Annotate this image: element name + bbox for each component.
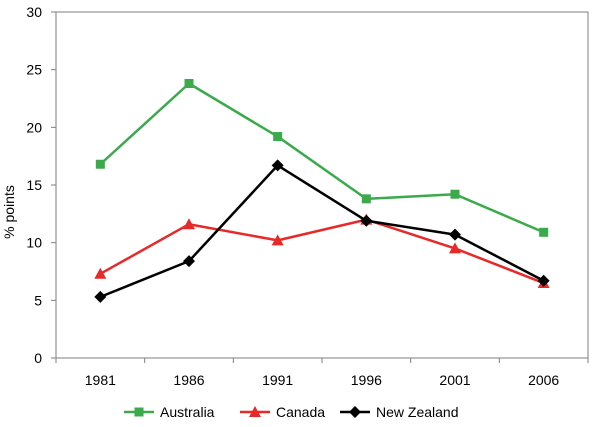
y-tick-label: 25: [26, 62, 42, 78]
data-point-new-zealand: [271, 159, 284, 172]
data-point-australia: [95, 159, 105, 169]
data-point-new-zealand: [449, 228, 461, 241]
data-point-canada: [183, 218, 195, 230]
x-tick-label: 2006: [528, 372, 559, 388]
legend-item-canada: Canada: [240, 404, 325, 420]
data-point-new-zealand: [94, 290, 107, 303]
data-point-canada: [449, 242, 461, 254]
series-canada: [94, 213, 550, 289]
chart-legend: Australia Canada New Zealand: [124, 404, 459, 420]
legend-marker-canada: [249, 406, 261, 417]
x-tick-label: 1986: [173, 372, 204, 388]
data-point-new-zealand: [537, 274, 550, 287]
data-point-australia: [184, 79, 194, 89]
x-tick-label: 1981: [85, 372, 116, 388]
data-point-canada: [271, 234, 284, 246]
y-tick-label: 15: [26, 177, 42, 193]
series-line-new-zealand: [99, 164, 545, 299]
legend-marker-australia: [134, 407, 144, 417]
chart-series: [94, 79, 550, 303]
data-point-new-zealand: [183, 255, 195, 268]
data-point-australia: [273, 132, 283, 142]
data-point-australia: [539, 227, 549, 237]
series-australia: [95, 79, 549, 237]
data-point-australia: [450, 189, 460, 199]
series-line-australia: [99, 82, 545, 234]
y-tick-label: 10: [26, 235, 42, 251]
x-tick-label: 1991: [262, 372, 293, 388]
y-tick-label: 0: [34, 350, 42, 366]
y-axis-title: % points: [1, 185, 17, 239]
data-point-new-zealand: [360, 214, 373, 227]
x-tick-label: 2001: [439, 372, 470, 388]
data-point-australia: [361, 194, 371, 204]
legend-marker-new-zealand: [349, 406, 361, 418]
y-tick-label: 5: [34, 292, 42, 308]
y-tick-label: 20: [26, 119, 42, 135]
legend-item-new-zealand: New Zealand: [340, 404, 459, 420]
y-tick-label: 30: [26, 4, 42, 20]
series-line-canada: [99, 218, 545, 285]
x-tick-label: 1996: [351, 372, 382, 388]
legend-item-australia: Australia: [124, 404, 215, 420]
legend-label-new-zealand: New Zealand: [376, 404, 459, 420]
plot-area-border: [55, 11, 589, 358]
chart-axes: 0 5 10 15 20 25 30 1981 1986 1991 1996 2001 2006: [26, 4, 589, 388]
legend-label-canada: Canada: [276, 404, 325, 420]
series-new-zealand: [94, 159, 550, 303]
data-point-canada: [94, 267, 107, 279]
legend-label-australia: Australia: [160, 404, 215, 420]
